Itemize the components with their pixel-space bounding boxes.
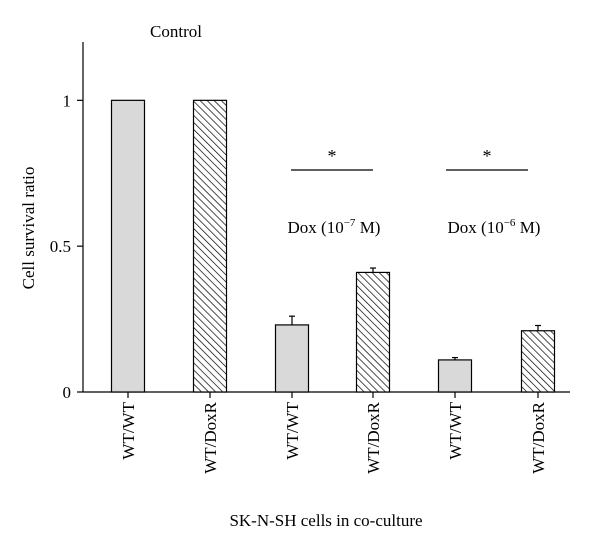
bar: [355, 271, 391, 393]
bars: [110, 99, 556, 398]
bar: [192, 99, 228, 393]
x-tick-label: WT/DoxR: [364, 401, 383, 473]
x-tick-label: WT/WT: [446, 401, 465, 459]
y-tick-label: 1: [63, 91, 72, 110]
x-axis-label: SK-N-SH cells in co-culture: [229, 511, 422, 530]
x-tick-label: WT/DoxR: [529, 401, 548, 473]
x-tick-label: WT/WT: [119, 401, 138, 459]
bar: [437, 359, 473, 393]
group-label-dox-1e-6: Dox (10−6 M): [448, 217, 541, 237]
x-tick-label: WT/DoxR: [201, 401, 220, 473]
significance-star-2: *: [483, 146, 492, 166]
bar: [520, 330, 556, 393]
group-label-dox-1e-7: Dox (10−7 M): [288, 217, 381, 237]
y-tick-label: 0.5: [50, 237, 71, 256]
group-label-control: Control: [150, 22, 202, 41]
y-axis-label: Cell survival ratio: [19, 167, 38, 290]
significance-star-1: *: [328, 146, 337, 166]
y-tick-label: 0: [63, 383, 72, 402]
x-tick-labels: WT/WT WT/DoxR WT/WT WT/DoxR WT/WT WT/DoxR: [119, 401, 548, 473]
x-tick-label: WT/WT: [283, 401, 302, 459]
y-ticks: 00.51: [50, 91, 83, 402]
bar: [110, 99, 146, 393]
bar: [274, 324, 310, 393]
